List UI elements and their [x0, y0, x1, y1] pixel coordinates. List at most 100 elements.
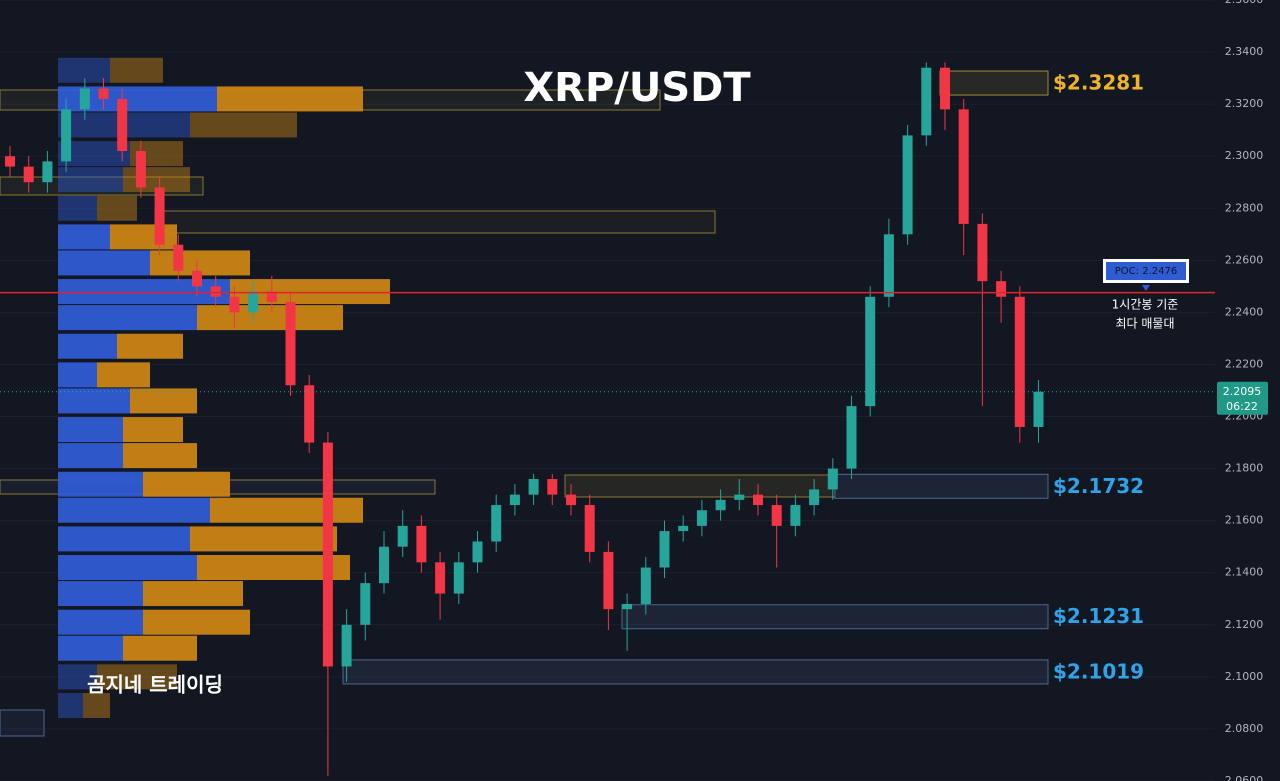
candle-body: [154, 187, 165, 245]
candle-body: [416, 525, 427, 563]
level-label: $2.3281: [1053, 71, 1144, 95]
candle-body: [360, 583, 371, 625]
y-tick-label: 2.1800: [1225, 462, 1264, 475]
chart-title: XRP/USDT: [523, 65, 751, 111]
profile-sell: [97, 664, 177, 690]
last-price-badge: [1217, 381, 1268, 415]
candle-body: [678, 525, 689, 532]
profile-sell: [123, 417, 183, 443]
candle-body: [771, 505, 782, 526]
profile-sell: [143, 471, 230, 497]
volume-profile: [58, 57, 390, 719]
candle-body: [940, 67, 950, 110]
countdown-label: 06:22: [1226, 400, 1258, 413]
candle-body: [790, 505, 801, 526]
candle-body: [603, 551, 614, 610]
profile-sell: [97, 195, 137, 221]
annotation: 최다 매물대: [1115, 317, 1174, 331]
candle-body: [528, 479, 539, 495]
zone: [564, 474, 836, 498]
profile-buy: [58, 497, 210, 523]
level-zone: [834, 473, 1049, 499]
profile-buy: [58, 471, 143, 497]
y-tick-label: 2.3000: [1225, 149, 1264, 162]
candle-body: [23, 166, 34, 183]
candle-body: [453, 562, 464, 594]
profile-sell: [210, 497, 363, 523]
profile-buy: [58, 555, 197, 581]
candle-body: [622, 603, 633, 610]
profile-buy: [58, 57, 110, 83]
y-tick-label: 2.2800: [1225, 201, 1264, 214]
y-tick-label: 2.3600: [1225, 0, 1264, 6]
candle-body: [827, 468, 838, 490]
candle-body: [322, 442, 333, 667]
candle-body: [472, 541, 483, 563]
last-price-label: 2.2095: [1223, 385, 1262, 398]
candle-body: [696, 510, 707, 526]
profile-buy: [58, 635, 123, 661]
candle-body: [229, 296, 240, 313]
candle-body: [341, 624, 352, 667]
profile-buy: [58, 362, 97, 388]
candle-body: [1014, 296, 1025, 427]
candle-body: [79, 88, 90, 110]
candle-body: [902, 135, 913, 235]
candle-body: [285, 301, 296, 386]
profile-buy: [58, 167, 123, 193]
candle-body: [491, 505, 502, 542]
profile-sell: [217, 86, 363, 112]
candle-body: [173, 244, 184, 271]
candle-body: [640, 567, 651, 604]
poc-pointer: [1142, 285, 1150, 291]
candle-body: [117, 98, 128, 151]
profile-buy: [58, 224, 110, 250]
profile-sell: [117, 333, 183, 359]
candle-body: [584, 505, 595, 552]
candle-body: [566, 494, 576, 506]
y-tick-label: 2.3400: [1225, 45, 1264, 58]
profile-sell: [97, 362, 150, 388]
level-label: $2.1732: [1053, 474, 1144, 498]
profile-sell: [123, 443, 197, 469]
y-tick-label: 2.0600: [1225, 774, 1264, 781]
y-tick-label: 2.2200: [1225, 357, 1264, 370]
annotation: 1시간봉 기준: [1112, 298, 1179, 312]
candle-body: [379, 546, 389, 584]
level-zone: [621, 604, 1049, 630]
profile-sell: [143, 581, 243, 607]
candle-body: [977, 223, 988, 282]
profile-sell: [110, 57, 163, 83]
y-tick-label: 2.0800: [1225, 722, 1264, 735]
candle-body: [61, 109, 72, 162]
candle-body: [809, 489, 820, 506]
y-tick-label: 2.1600: [1225, 514, 1264, 527]
profile-sell: [190, 112, 297, 138]
candle-body: [921, 67, 932, 136]
candle-body: [996, 281, 1007, 297]
profile-sell: [130, 388, 197, 414]
y-tick-label: 2.1000: [1225, 670, 1264, 683]
candle-body: [42, 161, 53, 183]
candle-body: [883, 234, 894, 297]
profile-buy: [58, 388, 130, 414]
candle-body: [5, 156, 15, 167]
profile-buy: [58, 664, 97, 690]
candle-body: [397, 525, 408, 547]
zone: [0, 709, 45, 737]
candle-body: [98, 88, 109, 99]
profile-buy: [58, 279, 230, 305]
candle-body: [547, 479, 558, 495]
profile-buy: [58, 693, 83, 719]
profile-buy: [58, 195, 97, 221]
candle-body: [135, 150, 146, 188]
level-zone: [939, 70, 1049, 96]
y-tick-label: 2.1200: [1225, 618, 1264, 631]
profile-buy: [58, 443, 123, 469]
profile-buy: [58, 250, 150, 276]
profile-buy: [58, 417, 123, 443]
levels: $2.3281 $2.1732 $2.1231 $2.1019: [342, 70, 1144, 685]
candle-body: [753, 494, 763, 506]
profile-buy: [58, 609, 143, 635]
